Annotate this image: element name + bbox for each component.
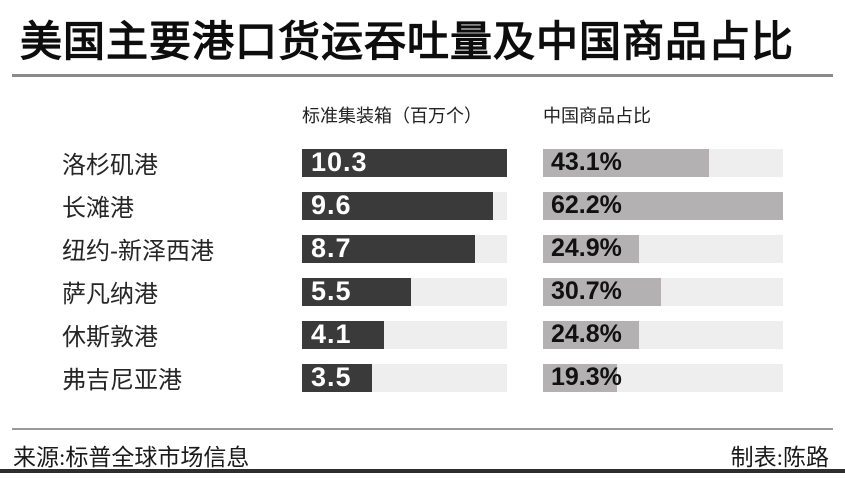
source-label: 来源:标普全球市场信息 bbox=[13, 445, 250, 470]
port-label: 洛杉矶港 bbox=[62, 152, 158, 179]
footer-divider bbox=[12, 428, 833, 430]
bottom-rule bbox=[0, 469, 845, 473]
china-share-bar-track: 43.1% bbox=[543, 148, 783, 177]
containers-value: 8.7 bbox=[311, 233, 352, 263]
china-share-bar: 24.9% bbox=[543, 234, 640, 263]
containers-bar: 4.1 bbox=[302, 319, 384, 349]
table-row: 弗吉尼亚港 3.5 19.3% bbox=[0, 356, 845, 399]
port-label: 纽约-新泽西港 bbox=[62, 238, 214, 265]
china-share-value: 30.7% bbox=[551, 277, 622, 305]
port-label: 长滩港 bbox=[62, 195, 134, 222]
credit-label: 制表:陈路 bbox=[730, 445, 829, 470]
china-share-value: 24.8% bbox=[551, 320, 622, 348]
port-label: 休斯敦港 bbox=[62, 324, 158, 351]
china-share-bar: 24.8% bbox=[543, 320, 639, 349]
containers-value: 10.3 bbox=[311, 147, 368, 177]
containers-bar-track: 8.7 bbox=[302, 233, 507, 263]
china-share-value: 24.9% bbox=[551, 234, 622, 262]
containers-bar: 10.3 bbox=[302, 147, 507, 177]
column-header-containers: 标准集装箱（百万个） bbox=[302, 106, 482, 126]
chart-rows: 洛杉矶港 10.3 43.1% 长滩港 9.6 62.2% 纽约-新泽西港 8.7 24.9% 萨… bbox=[0, 141, 845, 399]
china-share-bar: 43.1% bbox=[543, 148, 710, 177]
containers-bar-track: 9.6 bbox=[302, 190, 507, 220]
table-row: 休斯敦港 4.1 24.8% bbox=[0, 313, 845, 356]
china-share-bar: 30.7% bbox=[543, 277, 662, 306]
table-row: 萨凡纳港 5.5 30.7% bbox=[0, 270, 845, 313]
containers-bar-track: 3.5 bbox=[302, 362, 507, 392]
china-share-value: 62.2% bbox=[551, 191, 622, 219]
containers-bar: 9.6 bbox=[302, 190, 494, 220]
containers-bar-track: 10.3 bbox=[302, 147, 507, 177]
containers-bar: 5.5 bbox=[302, 276, 412, 306]
containers-value: 5.5 bbox=[311, 276, 352, 306]
title-divider bbox=[12, 74, 833, 77]
footer: 来源:标普全球市场信息 制表:陈路 bbox=[13, 438, 829, 472]
page-title: 美国主要港口货运吞吐量及中国商品占比 bbox=[20, 20, 795, 66]
china-share-value: 43.1% bbox=[551, 148, 622, 176]
containers-bar-track: 5.5 bbox=[302, 276, 507, 306]
port-label: 弗吉尼亚港 bbox=[62, 367, 182, 394]
china-share-bar-track: 24.9% bbox=[543, 234, 783, 263]
china-share-bar: 19.3% bbox=[543, 363, 622, 392]
containers-value: 3.5 bbox=[311, 362, 352, 392]
port-label: 萨凡纳港 bbox=[62, 281, 158, 308]
containers-bar-track: 4.1 bbox=[302, 319, 507, 349]
containers-bar: 3.5 bbox=[302, 362, 372, 392]
china-share-value: 19.3% bbox=[551, 363, 622, 391]
containers-value: 9.6 bbox=[311, 190, 352, 220]
containers-bar: 8.7 bbox=[302, 233, 476, 263]
table-row: 纽约-新泽西港 8.7 24.9% bbox=[0, 227, 845, 270]
china-share-bar-track: 30.7% bbox=[543, 277, 783, 306]
column-header-china-share: 中国商品占比 bbox=[543, 106, 651, 126]
containers-value: 4.1 bbox=[311, 319, 352, 349]
china-share-bar-track: 62.2% bbox=[543, 191, 783, 220]
column-headers: 标准集装箱（百万个） 中国商品占比 bbox=[0, 102, 845, 126]
china-share-bar-track: 19.3% bbox=[543, 363, 783, 392]
table-row: 长滩港 9.6 62.2% bbox=[0, 184, 845, 227]
china-share-bar-track: 24.8% bbox=[543, 320, 783, 349]
table-row: 洛杉矶港 10.3 43.1% bbox=[0, 141, 845, 184]
china-share-bar: 62.2% bbox=[543, 191, 783, 220]
